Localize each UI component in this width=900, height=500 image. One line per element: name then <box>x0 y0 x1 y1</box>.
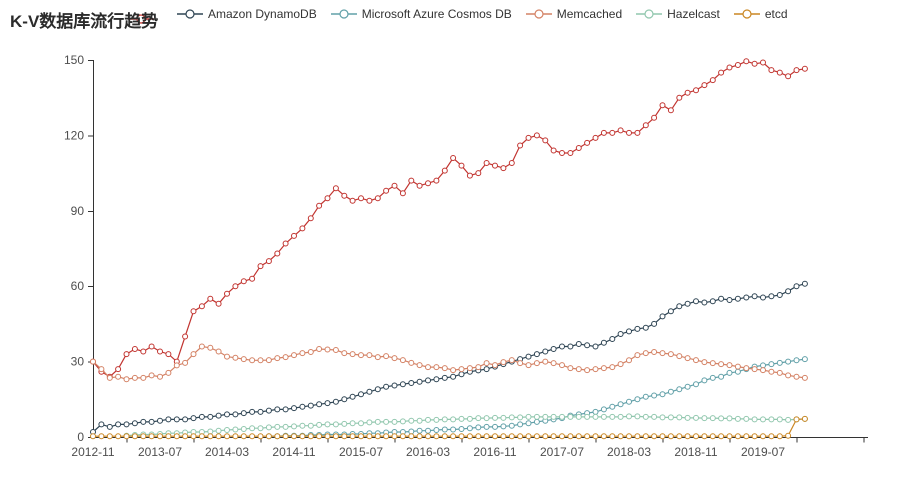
y-axis-label: 30 <box>71 355 85 369</box>
series-markers <box>265 356 808 440</box>
axis-labels: 0 30 60 90 120 150 2012-11 2013-07 2014-03 2014-1… <box>64 53 785 459</box>
legend-item-microsoft-azure-cosmos-db[interactable]: Microsoft Azure Cosmos DB <box>330 7 512 21</box>
y-axis-label: 0 <box>77 430 84 444</box>
legend-item-hazelcast[interactable]: Hazelcast <box>636 7 720 21</box>
x-axis-label: 2013-07 <box>138 445 182 459</box>
y-axis-label: 90 <box>71 204 85 218</box>
chart-legend: Amazon DynamoDB Microsoft Azure Cosmos DB… <box>177 7 788 21</box>
series-red <box>90 58 808 380</box>
x-axis-label: 2018-11 <box>674 445 717 459</box>
x-axis-label: 2016-03 <box>406 445 450 459</box>
legend-item-label: Memcached <box>556 7 623 21</box>
x-axis-label: 2012-11 <box>71 445 114 459</box>
legend-item-label: etcd <box>764 7 788 21</box>
series-markers <box>90 58 808 380</box>
x-axis-label: 2014-11 <box>272 445 315 459</box>
y-axis-label: 150 <box>64 53 84 67</box>
legend-item-amazon-dynamodb[interactable]: Amazon DynamoDB <box>177 7 317 21</box>
x-axis-label: 2016-11 <box>473 445 516 459</box>
axes <box>88 60 868 443</box>
legend-marker-icon <box>177 9 203 19</box>
series-markers <box>90 415 808 440</box>
series-amazon-dynamodb <box>90 280 808 435</box>
legend-marker-icon <box>128 14 154 24</box>
series-markers <box>90 280 808 435</box>
legend-item-label: Hazelcast <box>667 7 720 21</box>
y-axis-label: 60 <box>71 279 85 293</box>
legend-marker-icon <box>636 9 663 19</box>
legend-item-memcached[interactable]: Memcached <box>525 7 623 21</box>
legend-item-label: Amazon DynamoDB <box>208 7 317 21</box>
series-memcached <box>90 343 808 383</box>
x-axis-label: 2014-03 <box>205 445 249 459</box>
series-markers <box>90 343 808 383</box>
x-axis-label: 2015-07 <box>339 445 383 459</box>
x-axis-label: 2018-03 <box>607 445 651 459</box>
x-axis-label: 2019-07 <box>741 445 785 459</box>
series-microsoft-azure-cosmos-db <box>265 356 808 440</box>
chart-title: K-V数据库流行趋势 <box>10 12 159 31</box>
legend-marker-icon <box>525 9 552 19</box>
legend-item-hidden-red[interactable] <box>128 12 154 31</box>
y-axis-label: 120 <box>64 128 84 142</box>
legend-item-label: Microsoft Azure Cosmos DB <box>361 7 512 21</box>
series-etcd <box>90 415 808 440</box>
legend-marker-icon <box>733 9 760 19</box>
legend-item-etcd[interactable]: etcd <box>733 7 788 21</box>
x-axis-label: 2017-07 <box>540 445 584 459</box>
legend-marker-icon <box>330 9 357 19</box>
